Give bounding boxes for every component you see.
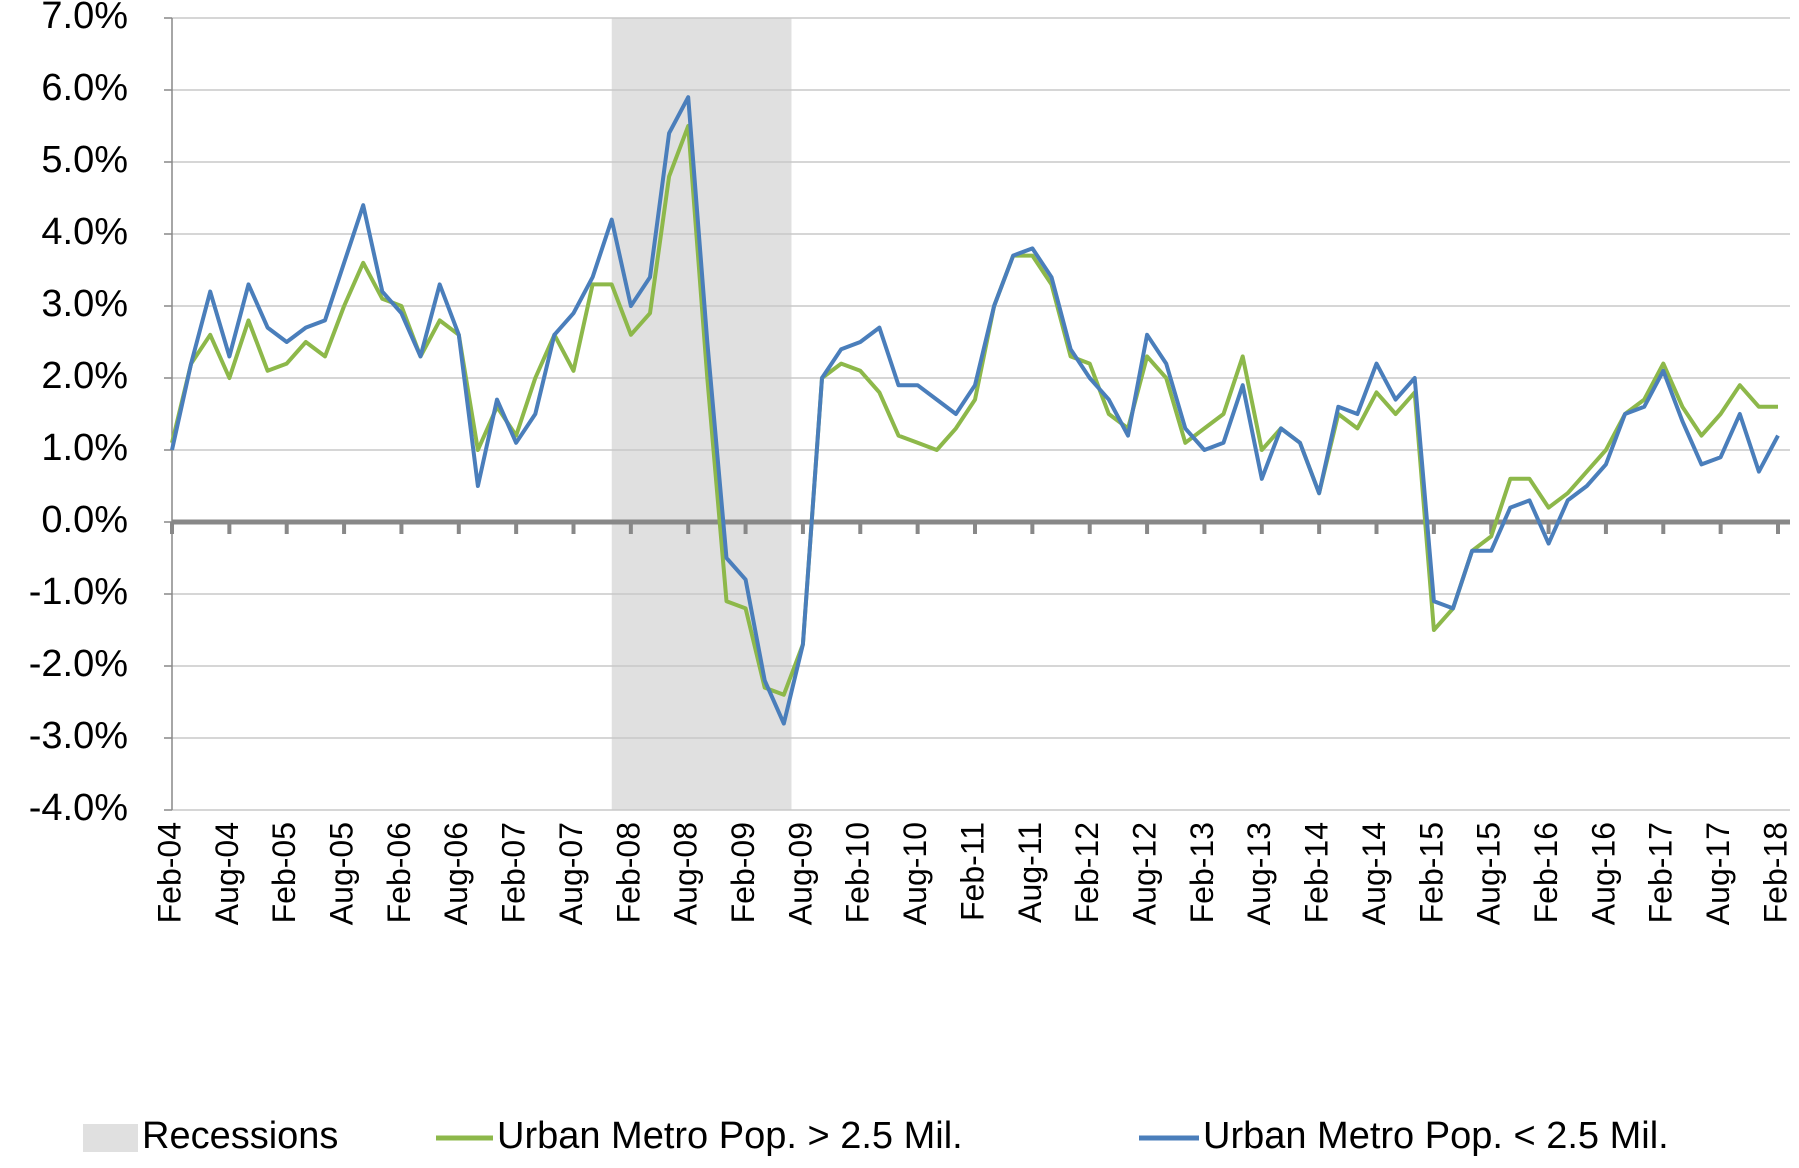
x-tick-label: Aug-06	[438, 822, 474, 925]
x-tick-label: Aug-10	[897, 822, 933, 925]
x-tick-label: Aug-04	[209, 822, 245, 925]
x-tick-label: Feb-05	[266, 822, 302, 923]
x-tick-label: Feb-17	[1643, 822, 1679, 923]
x-tick-label: Feb-09	[725, 822, 761, 923]
y-tick-label: 7.0%	[41, 0, 128, 37]
legend-label: Urban Metro Pop. < 2.5 Mil.	[1203, 1115, 1669, 1157]
y-tick-label: 3.0%	[41, 283, 128, 325]
recession-band	[611, 18, 792, 810]
y-tick-label: 6.0%	[41, 67, 128, 109]
x-tick-label: Aug-08	[668, 822, 704, 925]
x-tick-label: Feb-04	[151, 822, 187, 923]
y-tick-label: -3.0%	[29, 715, 128, 757]
x-tick-label: Feb-06	[381, 822, 417, 923]
x-tick-label: Feb-08	[610, 822, 646, 923]
y-tick-label: 1.0%	[41, 427, 128, 469]
x-tick-label: Feb-07	[496, 822, 532, 923]
series-line	[170, 124, 1778, 697]
x-tick-label: Feb-10	[840, 822, 876, 923]
legend-label: Recessions	[142, 1115, 338, 1157]
x-tick-label: Feb-18	[1757, 822, 1793, 923]
y-tick-label: 2.0%	[41, 355, 128, 397]
legend-swatch	[83, 1124, 138, 1152]
x-tick-label: Aug-07	[553, 822, 589, 925]
x-tick-label: Feb-11	[954, 822, 990, 921]
y-tick-label: -1.0%	[29, 571, 128, 613]
y-tick-label: 0.0%	[41, 499, 128, 541]
x-tick-label: Aug-05	[324, 822, 360, 925]
x-tick-label: Aug-11	[1012, 822, 1048, 923]
x-tick-label: Aug-16	[1585, 822, 1621, 925]
y-tick-label: 4.0%	[41, 211, 128, 253]
y-tick-label: -2.0%	[29, 643, 128, 685]
x-tick-label: Aug-15	[1471, 822, 1507, 925]
x-tick-label: Feb-16	[1528, 822, 1564, 923]
x-tick-label: Feb-13	[1184, 822, 1220, 923]
legend-label: Urban Metro Pop. > 2.5 Mil.	[497, 1115, 963, 1157]
x-tick-label: Feb-15	[1413, 822, 1449, 923]
y-tick-label: -4.0%	[29, 787, 128, 829]
x-tick-label: Feb-14	[1299, 822, 1335, 923]
x-tick-label: Aug-09	[782, 822, 818, 925]
x-tick-label: Aug-17	[1700, 822, 1736, 925]
x-tick-label: Feb-12	[1069, 822, 1105, 923]
x-tick-label: Aug-12	[1127, 822, 1163, 925]
x-tick-label: Aug-14	[1356, 822, 1392, 925]
x-tick-label: Aug-13	[1241, 822, 1277, 925]
series-line	[170, 95, 1780, 726]
y-tick-label: 5.0%	[41, 139, 128, 181]
